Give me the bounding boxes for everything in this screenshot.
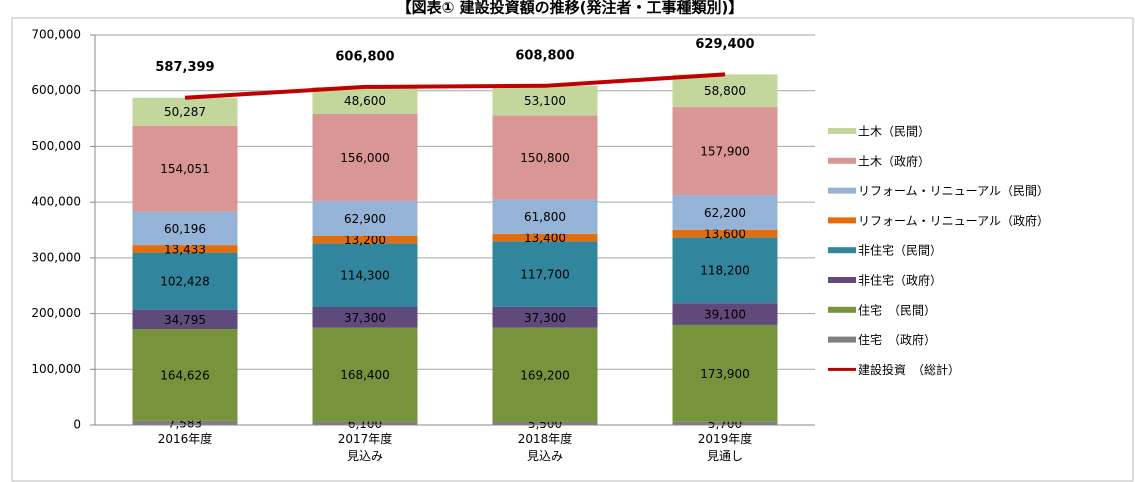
bar-segment — [312, 421, 418, 425]
bar-segment — [312, 114, 418, 201]
bar-segment — [312, 235, 418, 244]
x-tick-label: 2019年度 見通し — [697, 432, 753, 463]
legend-swatch — [828, 277, 856, 283]
bar-segment — [672, 229, 778, 238]
bar-segment — [672, 195, 778, 230]
y-tick-label: 300,000 — [31, 250, 81, 264]
data-label: 62,200 — [704, 206, 746, 220]
data-label: 60,196 — [164, 222, 206, 236]
data-label: 13,433 — [164, 242, 206, 256]
bar-segment — [132, 309, 238, 330]
legend-swatch — [828, 247, 856, 254]
data-label: 117,700 — [520, 268, 570, 282]
bar-segment — [312, 86, 418, 115]
data-label: 114,300 — [340, 269, 390, 283]
bar-segment — [312, 306, 418, 328]
legend-label: 土木（政府） — [858, 153, 930, 168]
bar-segment — [132, 245, 238, 253]
bar-segment — [492, 199, 598, 234]
bar-segment — [672, 303, 778, 325]
bar-segment — [132, 97, 238, 126]
bar-segment — [672, 237, 778, 304]
legend-swatch — [828, 306, 856, 313]
data-label: 154,051 — [160, 162, 210, 176]
data-label: 37,300 — [344, 311, 386, 325]
bar-segment — [672, 107, 778, 196]
data-label: 13,400 — [524, 231, 566, 245]
total-label: 587,399 — [155, 60, 214, 75]
data-label: 156,000 — [340, 151, 390, 165]
legend-swatch — [828, 367, 856, 371]
y-tick-label: 100,000 — [31, 362, 81, 376]
y-tick-label: 600,000 — [31, 83, 81, 97]
bar-segment — [132, 252, 238, 310]
y-tick-label: 400,000 — [31, 195, 81, 209]
bar-segment — [492, 115, 598, 200]
total-line — [184, 72, 726, 100]
data-label: 118,200 — [700, 264, 750, 278]
data-label: 157,900 — [700, 145, 750, 159]
bar-segment — [312, 327, 418, 422]
data-label: 58,800 — [704, 84, 746, 98]
legend-swatch — [828, 128, 856, 134]
legend-label: リフォーム・リニューアル（政府） — [858, 213, 1049, 228]
y-tick-label: 0 — [73, 418, 81, 432]
bar-segment — [132, 420, 238, 425]
legend-label: 住宅 （民間） — [858, 302, 936, 317]
bar-segment — [492, 306, 598, 328]
data-label: 13,200 — [344, 233, 386, 247]
bar-segment — [672, 74, 778, 108]
total-label: 608,800 — [515, 48, 574, 63]
total-label: 629,400 — [695, 37, 754, 52]
legend-swatch — [828, 157, 856, 164]
x-tick-label: 2018年度 見込み — [517, 432, 573, 463]
data-label: 150,800 — [520, 151, 570, 165]
frame — [11, 17, 1134, 482]
bar-segment — [492, 327, 598, 422]
bar-segment — [132, 125, 238, 212]
x-tick-label: 2017年度 見込み — [337, 432, 393, 463]
data-label: 37,300 — [524, 311, 566, 325]
y-tick-label: 500,000 — [31, 139, 81, 153]
legend-label: 非住宅（政府） — [858, 273, 942, 288]
bar-segment — [492, 241, 598, 307]
legend-label: 建設投資 （総計） — [858, 362, 960, 377]
data-label: 13,600 — [704, 227, 746, 241]
data-label: 164,626 — [160, 368, 210, 382]
legend-label: 住宅 （政府） — [858, 332, 936, 347]
total-label: 606,800 — [335, 49, 394, 64]
x-tick-label: 2016年度 — [157, 432, 213, 446]
legend-label: リフォーム・リニューアル（民間） — [858, 184, 1049, 198]
legend-swatch — [828, 336, 856, 343]
data-label: 173,900 — [700, 367, 750, 381]
data-label: 61,800 — [524, 210, 566, 224]
legend-swatch — [828, 217, 856, 224]
chart-title: 【図表① 建設投資額の推移(発注者・工事種類別)】 — [397, 0, 744, 17]
y-tick-label: 200,000 — [31, 306, 81, 320]
data-label: 169,200 — [520, 368, 570, 382]
data-label: 48,600 — [344, 94, 386, 108]
bar-segment — [492, 233, 598, 242]
bar-segment — [132, 211, 238, 246]
y-tick-label: 700,000 — [31, 28, 81, 42]
bar-segment — [132, 329, 238, 421]
bar-segment — [672, 421, 778, 425]
data-label: 53,100 — [524, 94, 566, 108]
bar-segment — [312, 243, 418, 307]
data-label: 50,287 — [164, 105, 206, 119]
data-label: 34,795 — [164, 313, 206, 327]
data-label: 39,100 — [704, 308, 746, 322]
bar-segment — [672, 324, 778, 422]
data-label: 62,900 — [344, 212, 386, 226]
data-label: 102,428 — [160, 275, 210, 289]
data-label: 168,400 — [340, 368, 390, 382]
legend-label: 非住宅（民間） — [858, 243, 942, 258]
bar-segment — [492, 85, 598, 116]
legend-label: 土木（民間） — [858, 125, 930, 139]
legend-swatch — [828, 187, 856, 194]
bar-segment — [492, 421, 598, 425]
bar-segment — [312, 200, 418, 236]
